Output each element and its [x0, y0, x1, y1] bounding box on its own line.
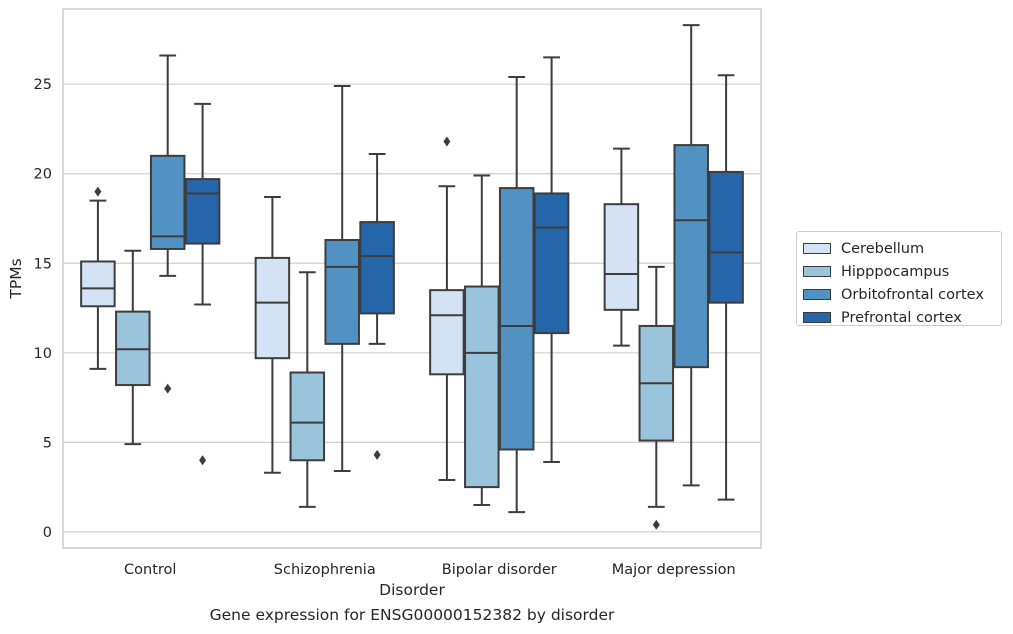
outlier-point — [199, 455, 207, 466]
outlier-point — [164, 383, 172, 394]
box-group — [638, 265, 675, 530]
legend-item-hippocampus: Hipppocampus — [803, 260, 1001, 283]
legend-item-cerebellum: Cerebellum — [803, 237, 1001, 260]
box — [149, 154, 186, 250]
box — [359, 221, 395, 315]
box — [708, 170, 744, 304]
legend-label-hippocampus: Hipppocampus — [841, 263, 950, 280]
box — [429, 289, 465, 376]
box-group — [115, 249, 151, 446]
box-group — [464, 174, 500, 507]
y-tick-label: 25 — [34, 77, 52, 93]
legend-item-orbitofrontal: Orbitofrontal cortex — [803, 283, 1001, 306]
legend-item-prefrontal: Prefrontal cortex — [803, 306, 1001, 329]
box-group — [498, 76, 535, 514]
outlier-point — [443, 136, 451, 147]
box — [673, 144, 709, 369]
box — [603, 203, 640, 311]
figure-caption: Gene expression for ENSG00000152382 by d… — [209, 606, 615, 624]
legend: Cerebellum Hipppocampus Orbitofrontal co… — [796, 231, 1002, 326]
outlier-point — [373, 449, 381, 460]
box — [289, 371, 326, 462]
y-tick-label: 15 — [34, 256, 52, 272]
box-group — [184, 102, 221, 466]
box — [324, 239, 360, 345]
y-tick-label: 0 — [43, 525, 52, 541]
box-group — [254, 196, 291, 474]
box — [533, 192, 570, 335]
y-tick-label: 5 — [43, 435, 52, 451]
box — [498, 187, 535, 451]
box — [184, 178, 221, 245]
legend-label-cerebellum: Cerebellum — [841, 240, 925, 257]
plot-frame — [62, 8, 762, 549]
legend-swatch-prefrontal — [803, 312, 831, 323]
box — [254, 256, 291, 360]
x-tick-label: Control — [124, 562, 176, 578]
y-tick-label: 20 — [34, 167, 52, 183]
legend-swatch-hippocampus — [803, 266, 831, 277]
legend-label-orbitofrontal: Orbitofrontal cortex — [841, 286, 984, 303]
box-group — [673, 24, 709, 487]
y-tick-label: 10 — [34, 346, 52, 362]
legend-swatch-cerebellum — [803, 243, 831, 254]
box-group — [429, 136, 465, 481]
outlier-point — [652, 519, 660, 530]
box-group — [149, 54, 186, 394]
box-group — [359, 153, 395, 460]
box-group — [533, 56, 570, 464]
box-group — [603, 147, 640, 347]
box-group — [324, 85, 360, 472]
legend-label-prefrontal: Prefrontal cortex — [841, 309, 962, 326]
box — [464, 285, 500, 489]
box-group — [708, 74, 744, 501]
box-group — [289, 271, 326, 508]
box — [80, 260, 116, 308]
outlier-point — [94, 186, 102, 197]
y-axis-label: TPMs — [7, 258, 25, 299]
x-tick-label: Schizophrenia — [274, 562, 376, 578]
x-tick-label: Bipolar disorder — [442, 562, 557, 578]
legend-swatch-orbitofrontal — [803, 289, 831, 300]
x-tick-label: Major depression — [612, 562, 736, 578]
x-axis-label: Disorder — [379, 581, 445, 599]
box-group — [80, 186, 116, 370]
